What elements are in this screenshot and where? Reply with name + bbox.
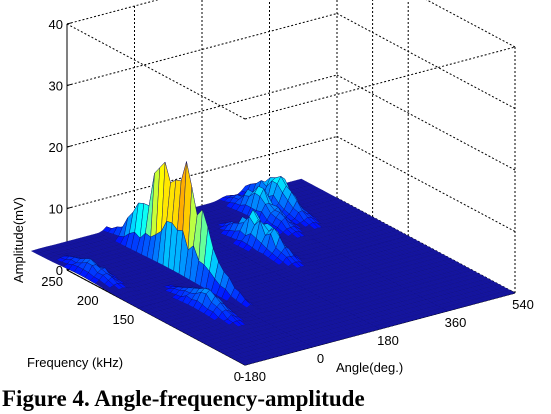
x-tick-label: 360 <box>445 315 467 330</box>
grid-line <box>66 13 338 86</box>
z-tick-label: 10 <box>49 202 63 217</box>
x-tick-label: 0 <box>317 351 324 366</box>
box-edge <box>66 23 246 120</box>
y-axis-label: Frequency (kHz) <box>27 355 123 370</box>
x-tick-label: -180 <box>240 369 266 384</box>
z-tick-mark <box>66 145 72 148</box>
z-tick-label: 0 <box>56 263 63 278</box>
z-tick-mark <box>66 206 72 209</box>
z-tick-mark <box>66 22 72 25</box>
surface-plot <box>30 161 516 366</box>
box-edge <box>244 46 516 120</box>
z-tick-label: 30 <box>49 79 63 94</box>
y-tick-label: 0 <box>234 369 241 384</box>
y-tick-label: 250 <box>41 274 63 289</box>
grid-line <box>336 136 516 232</box>
z-tick-mark <box>66 83 72 86</box>
y-tick-label: 200 <box>77 293 99 308</box>
surface-cell <box>239 360 250 366</box>
grid-line <box>66 136 338 209</box>
z-tick-label: 40 <box>49 17 63 32</box>
z-tick-label: 20 <box>49 140 63 155</box>
grid-line <box>336 13 516 109</box>
grid-line <box>66 74 338 148</box>
x-tick-label: 180 <box>377 333 399 348</box>
figure-caption: Figure 4. Angle-frequency-amplitude <box>2 386 365 411</box>
x-tick-label: 540 <box>512 297 534 312</box>
z-axis-label: Amplitude(mV) <box>11 197 26 283</box>
x-axis-label: Angle(deg.) <box>336 360 403 375</box>
grid-line <box>336 74 516 171</box>
y-tick-label: 150 <box>112 312 134 327</box>
grid-line <box>425 0 516 48</box>
